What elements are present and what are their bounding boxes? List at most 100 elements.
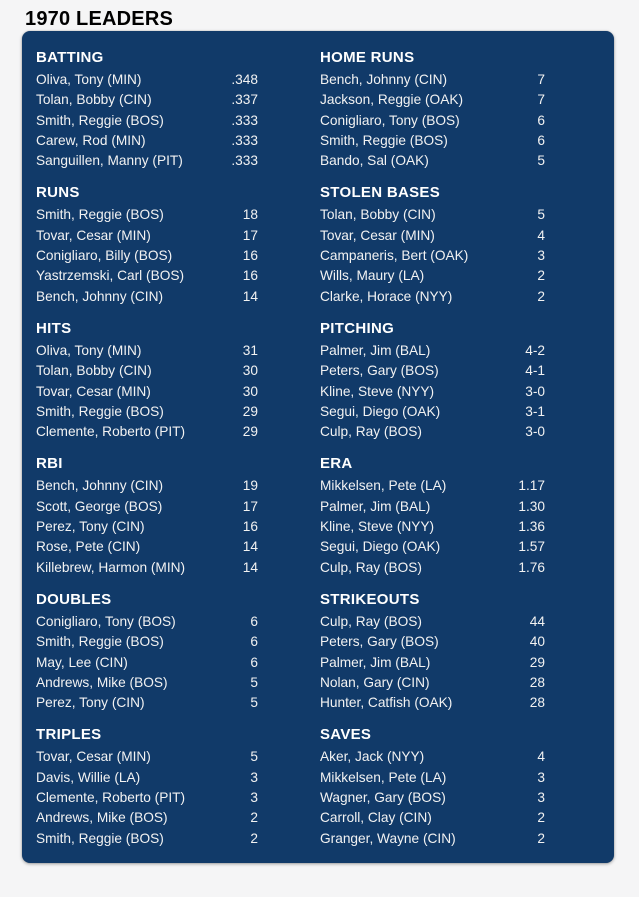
player-name: Wagner, Gary (BOS) (320, 790, 446, 806)
player-name: Oliva, Tony (MIN) (36, 72, 142, 87)
player-name: Jackson, Reggie (OAK) (320, 92, 464, 108)
stat-value: 4 (537, 227, 545, 243)
leader-row: Carew, Rod (MIN) .333 (36, 131, 258, 151)
leader-row: Kline, Steve (NYY) 1.36 (320, 517, 545, 537)
section-title: STRIKEOUTS (320, 590, 420, 608)
stat-value: .333 (231, 112, 258, 128)
leader-row: Conigliaro, Billy (BOS) 16 (36, 246, 258, 266)
leader-row: Perez, Tony (CIN) 5 (36, 693, 258, 713)
section-title: HITS (36, 319, 72, 337)
stat-value: 5 (250, 674, 258, 690)
leader-row: Tolan, Bobby (CIN) 30 (36, 361, 258, 381)
stat-value: 17 (242, 227, 258, 243)
section-title: STOLEN BASES (320, 184, 441, 202)
leader-row: Wagner, Gary (BOS) 3 (320, 788, 545, 808)
stat-value: 14 (242, 288, 258, 304)
leader-row: Smith, Reggie (BOS) 29 (36, 402, 258, 422)
player-name: Culp, Ray (BOS) (320, 613, 422, 629)
section-title: DOUBLES (36, 590, 112, 608)
stat-value: 2 (537, 268, 545, 284)
stats-column-left: BATTING Oliva, Tony (MIN) .348 Tolan, Bobby… (36, 48, 258, 861)
leader-row: Segui, Diego (OAK) 1.57 (320, 537, 545, 557)
player-name: Smith, Reggie (BOS) (36, 634, 164, 650)
leader-row: Rose, Pete (CIN) 14 (36, 537, 258, 557)
stat-section-batting: BATTING Oliva, Tony (MIN) .348 Tolan, Bobby… (36, 48, 258, 171)
stat-value: 6 (250, 634, 258, 650)
leader-row: Smith, Reggie (BOS) .333 (36, 111, 258, 131)
leader-row: Conigliaro, Tony (BOS) 6 (36, 612, 258, 632)
player-name: Hunter, Catfish (OAK) (320, 695, 453, 711)
player-name: Mikkelsen, Pete (LA) (320, 769, 447, 785)
player-name: Campaneris, Bert (OAK) (320, 248, 469, 264)
stat-value: 7 (537, 72, 545, 87)
leader-row: Conigliaro, Tony (BOS) 6 (320, 111, 545, 131)
leader-row: Scott, George (BOS) 17 (36, 497, 258, 517)
stat-value: 5 (250, 695, 258, 711)
leader-row: Peters, Gary (BOS) 4-1 (320, 361, 545, 381)
stat-section-home-runs: HOME RUNS Bench, Johnny (CIN) 7 Jackson, Re… (320, 48, 545, 171)
leader-row: Clemente, Roberto (PIT) 29 (36, 422, 258, 442)
stat-value: 3 (537, 248, 545, 264)
leader-row: Palmer, Jim (BAL) 4-2 (320, 341, 545, 361)
leader-row: Culp, Ray (BOS) 1.76 (320, 558, 545, 578)
stat-section-stolen-bases: STOLEN BASES Tolan, Bobby (CIN) 5 Tovar, Ce… (320, 183, 545, 306)
player-name: Bando, Sal (OAK) (320, 153, 429, 169)
stat-value: 44 (529, 613, 545, 629)
player-name: Smith, Reggie (BOS) (320, 132, 448, 148)
player-name: Segui, Diego (OAK) (320, 403, 441, 419)
player-name: Tolan, Bobby (CIN) (36, 92, 152, 108)
leaders-panel: BATTING Oliva, Tony (MIN) .348 Tolan, Bobby… (22, 31, 614, 863)
stat-value: 5 (537, 153, 545, 169)
leader-row: Perez, Tony (CIN) 16 (36, 517, 258, 537)
player-name: Tovar, Cesar (MIN) (36, 749, 151, 765)
stat-value: 14 (242, 559, 258, 575)
player-name: Palmer, Jim (BAL) (320, 654, 431, 670)
stat-value: 4-1 (525, 363, 545, 379)
leader-row: Tovar, Cesar (MIN) 5 (36, 747, 258, 767)
stat-value: 4-2 (525, 342, 545, 358)
stat-section-runs: RUNS Smith, Reggie (BOS) 18 Tovar, Cesar (M… (36, 183, 258, 306)
stat-value: 2 (250, 830, 258, 846)
stat-value: 3-0 (525, 383, 545, 399)
section-title: TRIPLES (36, 726, 102, 744)
stat-value: 29 (242, 424, 258, 440)
player-name: Tovar, Cesar (MIN) (36, 227, 151, 243)
stat-value: 30 (242, 363, 258, 379)
leader-row: Smith, Reggie (BOS) 6 (36, 632, 258, 652)
stat-value: 5 (250, 749, 258, 765)
stat-value: 5 (537, 207, 545, 223)
stat-section-hits: HITS Oliva, Tony (MIN) 31 Tolan, Bobby (CIN… (36, 319, 258, 442)
stat-value: 16 (242, 248, 258, 264)
player-name: Smith, Reggie (BOS) (36, 207, 164, 223)
stat-value: 16 (242, 519, 258, 535)
stat-section-strikeouts: STRIKEOUTS Culp, Ray (BOS) 44 Peters, Gary … (320, 590, 545, 713)
stat-section-doubles: DOUBLES Conigliaro, Tony (BOS) 6 Smith, Reg… (36, 590, 258, 713)
leader-row: Clarke, Horace (NYY) 2 (320, 287, 545, 307)
leader-row: Clemente, Roberto (PIT) 3 (36, 788, 258, 808)
leader-row: Culp, Ray (BOS) 3-0 (320, 422, 545, 442)
player-name: Tolan, Bobby (CIN) (36, 363, 152, 379)
player-name: Smith, Reggie (BOS) (36, 403, 164, 419)
leader-row: Oliva, Tony (MIN) 31 (36, 341, 258, 361)
stat-value: 31 (242, 342, 258, 358)
player-name: Segui, Diego (OAK) (320, 539, 441, 555)
player-name: Wills, Maury (LA) (320, 268, 425, 284)
player-name: Tolan, Bobby (CIN) (320, 207, 436, 223)
stat-value: 2 (537, 288, 545, 304)
stats-columns: BATTING Oliva, Tony (MIN) .348 Tolan, Bobby… (36, 48, 600, 861)
player-name: Kline, Steve (NYY) (320, 519, 435, 535)
stat-value: 4 (537, 749, 545, 765)
player-name: Peters, Gary (BOS) (320, 363, 439, 379)
section-title: HOME RUNS (320, 49, 415, 66)
stat-value: 1.76 (518, 559, 545, 575)
leader-row: Segui, Diego (OAK) 3-1 (320, 402, 545, 422)
stat-value: 3 (537, 769, 545, 785)
leader-row: Mikkelsen, Pete (LA) 3 (320, 768, 545, 788)
player-name: Andrews, Mike (BOS) (36, 674, 168, 690)
stat-value: 6 (537, 112, 545, 128)
stat-value: .337 (231, 92, 258, 108)
leader-row: Sanguillen, Manny (PIT) .333 (36, 151, 258, 171)
stat-value: 3-0 (525, 424, 545, 440)
stat-value: 3-1 (525, 403, 545, 419)
player-name: May, Lee (CIN) (36, 654, 128, 670)
